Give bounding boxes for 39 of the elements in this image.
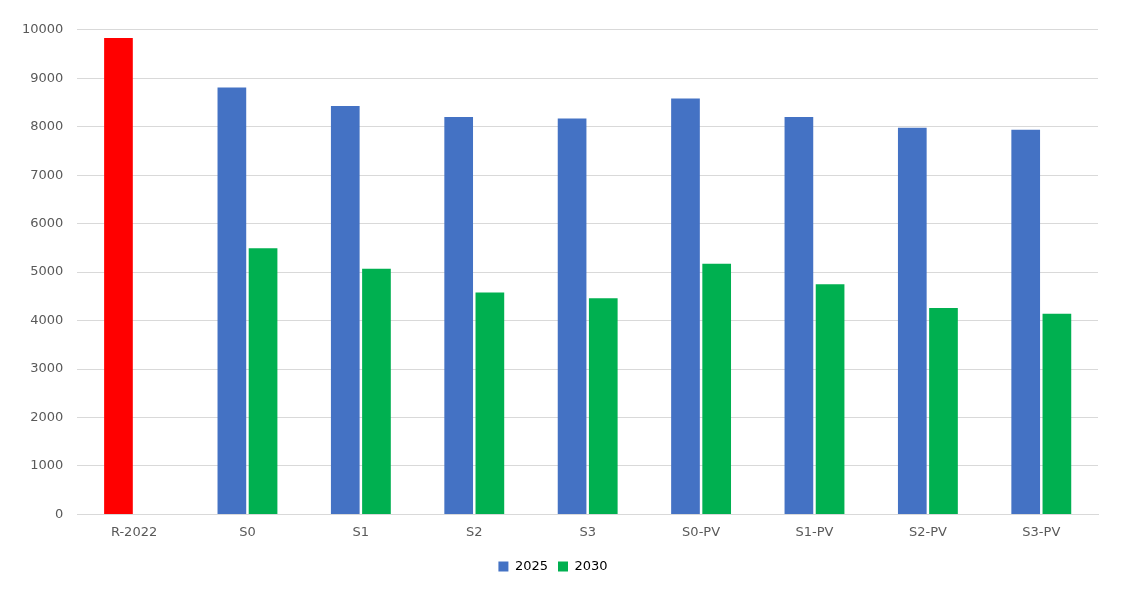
bar — [444, 117, 474, 514]
y-tick-label: 2000 — [30, 408, 64, 424]
bar — [362, 268, 391, 514]
x-tick-label: S2-PV — [908, 523, 947, 539]
bar — [475, 292, 505, 514]
bar — [248, 248, 278, 514]
bar — [929, 307, 958, 514]
bar — [671, 98, 700, 514]
x-tick-label: S0-PV — [682, 523, 721, 539]
bar — [702, 263, 732, 514]
bar — [217, 87, 247, 514]
bar — [104, 38, 133, 514]
y-tick-label: 7000 — [30, 166, 64, 182]
x-tick-label: S2 — [466, 523, 483, 539]
y-tick-label: 10000 — [22, 21, 64, 37]
x-tick-label: S1 — [352, 523, 370, 539]
x-tick-label: R-2022 — [110, 523, 158, 539]
bar — [1011, 129, 1041, 514]
bar — [897, 127, 927, 514]
y-tick-label: 8000 — [30, 118, 64, 134]
legend-label: 2025 — [514, 557, 549, 573]
y-tick-label: 9000 — [30, 69, 64, 85]
x-tick-label: S3-PV — [1022, 523, 1061, 539]
y-tick-label: 6000 — [30, 215, 64, 231]
y-tick-label: 0 — [55, 505, 64, 521]
bar — [784, 117, 814, 514]
y-tick-label: 5000 — [30, 263, 64, 279]
x-tick-label: S1-PV — [795, 523, 834, 539]
bar — [330, 105, 360, 514]
bar — [588, 298, 618, 514]
x-tick-label: S3 — [579, 523, 596, 539]
y-tick-label: 4000 — [30, 311, 64, 327]
bar — [557, 118, 587, 514]
legend-label: 2030 — [574, 557, 608, 573]
y-tick-label: 3000 — [30, 360, 64, 376]
x-tick-label: S0 — [239, 523, 256, 539]
bar — [1042, 313, 1072, 514]
y-tick-label: 1000 — [30, 457, 64, 473]
bar — [815, 284, 845, 514]
